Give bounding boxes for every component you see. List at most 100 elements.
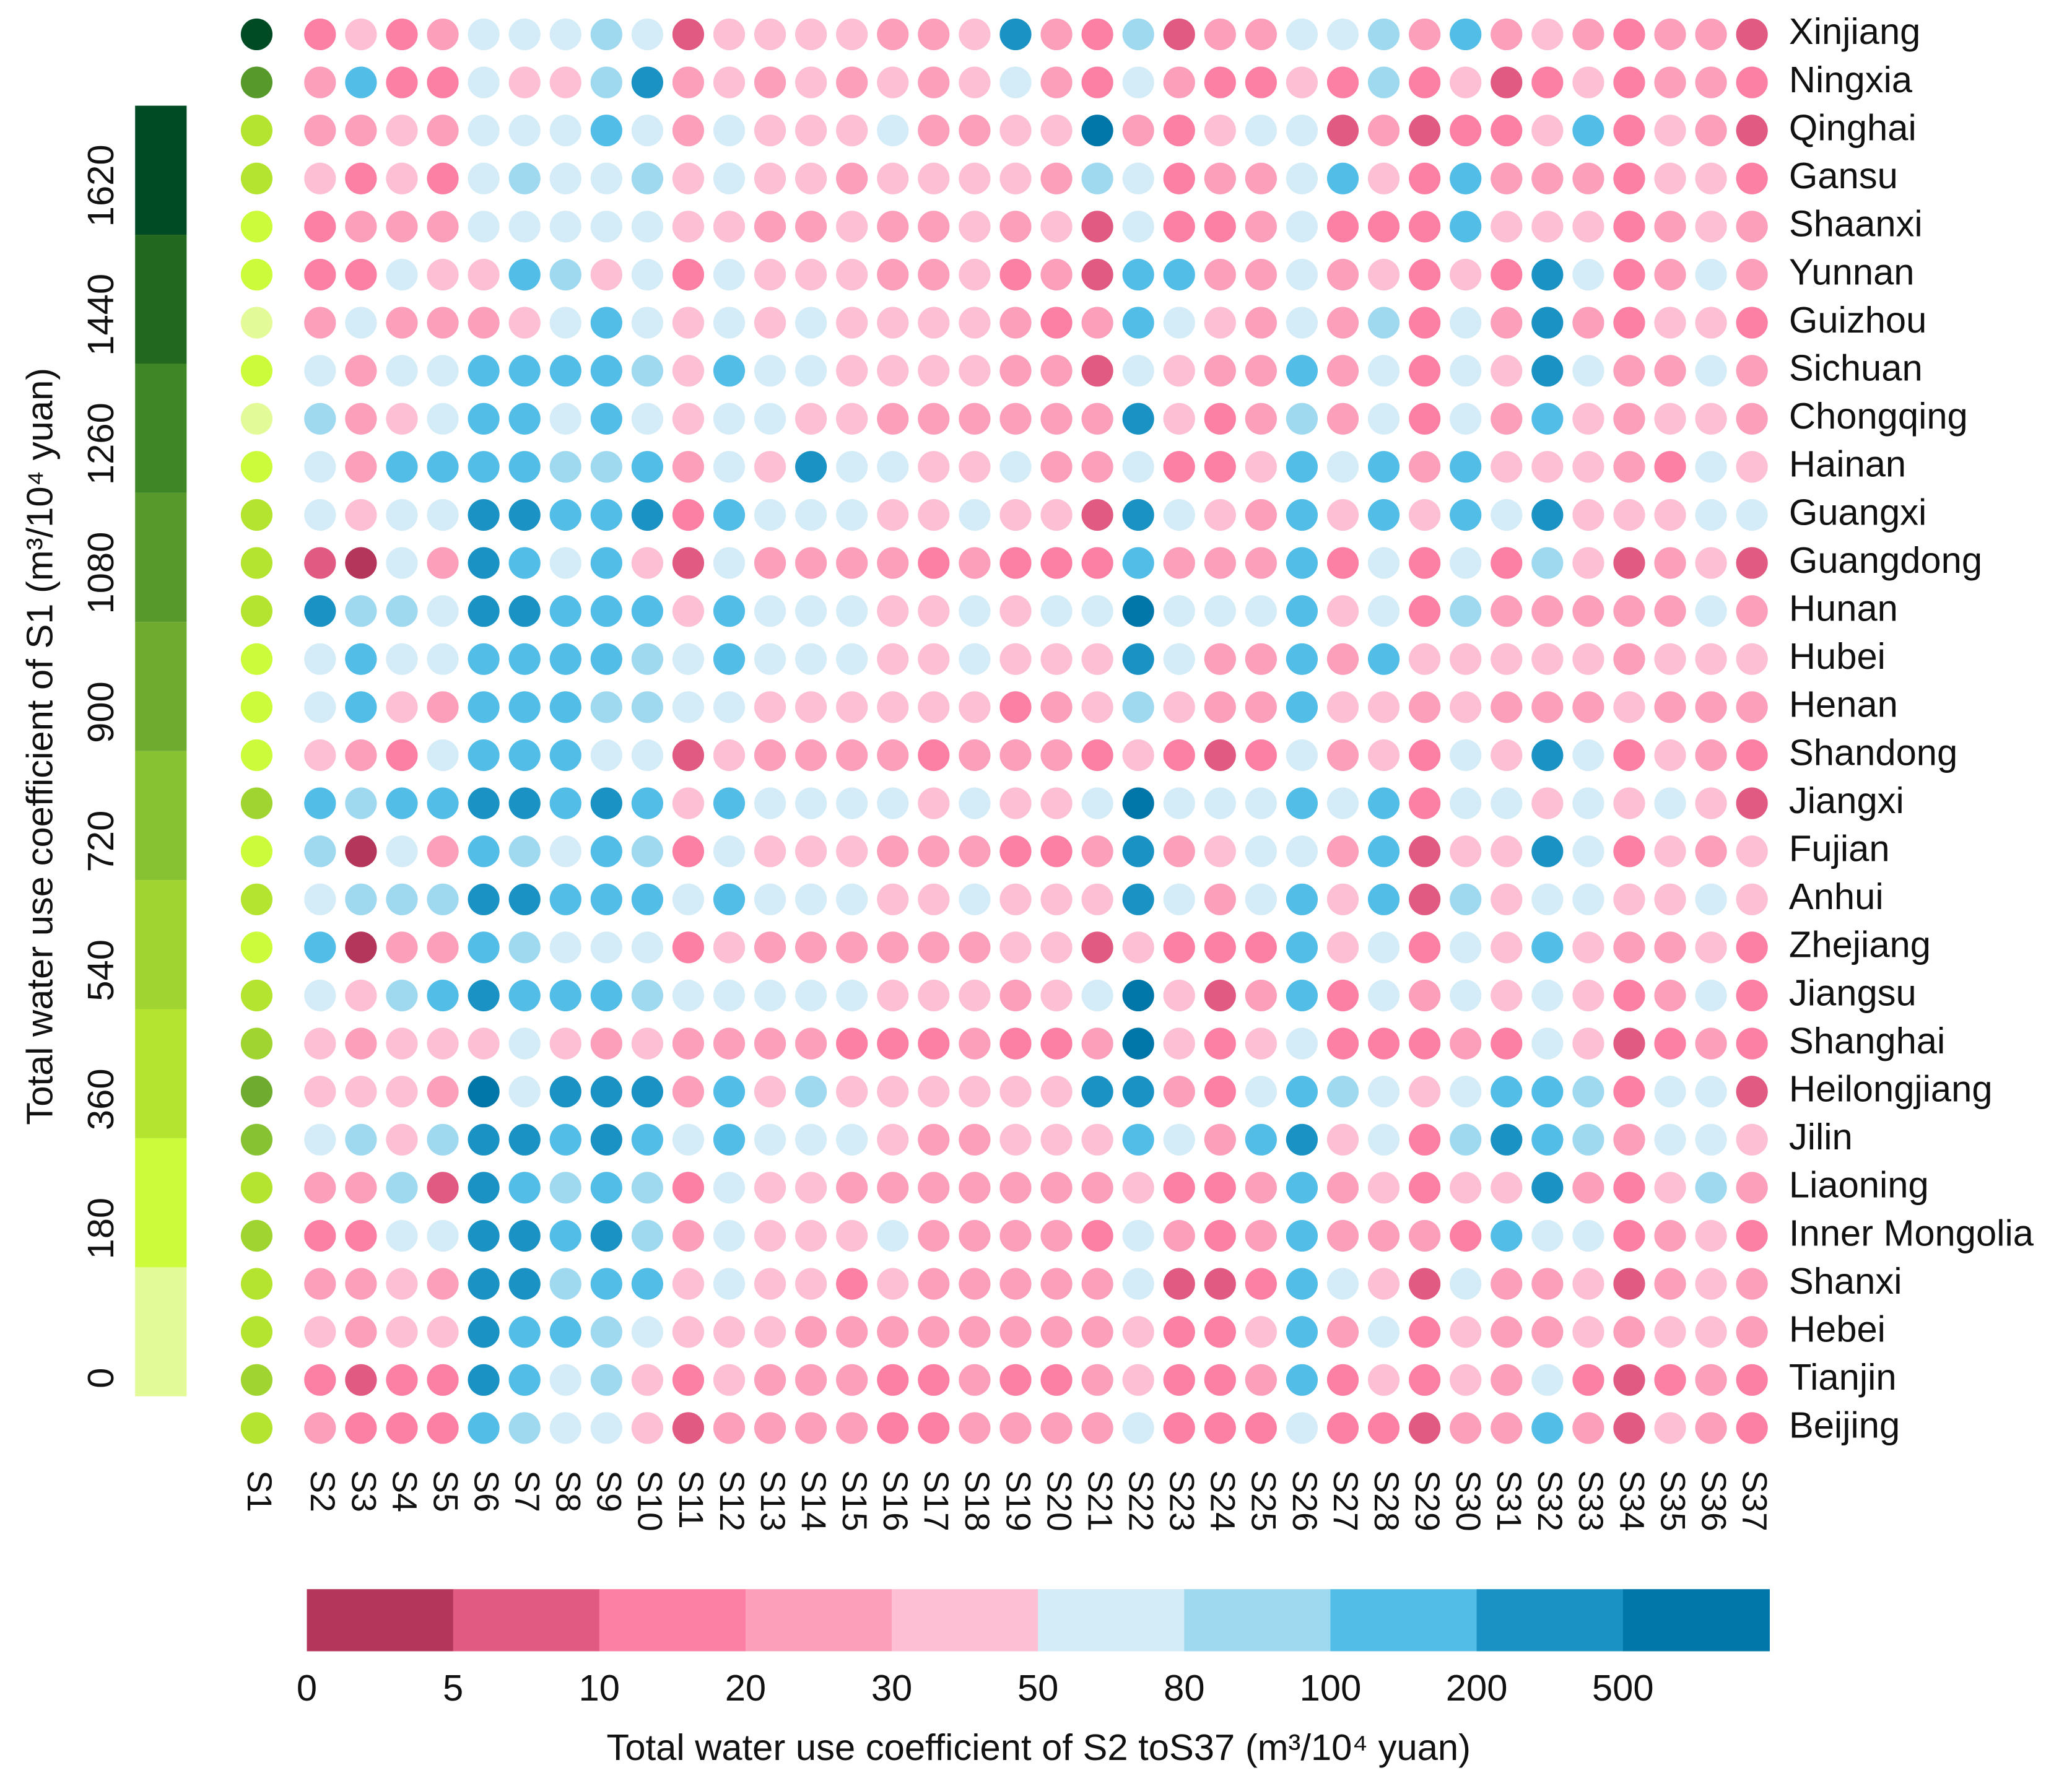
dot — [427, 1364, 459, 1396]
column-label: S14 — [794, 1470, 833, 1531]
dot — [795, 1172, 827, 1204]
dot — [713, 883, 746, 915]
dot — [1081, 18, 1113, 51]
dot — [1326, 1364, 1359, 1396]
dot — [672, 547, 705, 579]
dot — [631, 787, 663, 819]
dot — [1245, 691, 1277, 723]
s1-dot — [240, 307, 273, 339]
dot — [1736, 931, 1768, 964]
dot — [1409, 787, 1441, 819]
dot — [427, 307, 459, 339]
dot — [1163, 162, 1195, 194]
column-label: S34 — [1613, 1470, 1651, 1531]
dot — [1081, 307, 1113, 339]
row-label: Anhui — [1789, 876, 1884, 917]
dot — [1163, 787, 1195, 819]
dot — [1204, 258, 1236, 291]
dot — [1531, 883, 1564, 915]
dot — [1450, 1219, 1482, 1252]
s1-dot — [240, 691, 273, 723]
dot — [427, 643, 459, 675]
dot — [999, 595, 1032, 627]
dot — [386, 547, 418, 579]
dot — [1491, 739, 1523, 772]
column-label: S20 — [1040, 1470, 1078, 1531]
dot — [549, 787, 581, 819]
dot — [386, 1412, 418, 1444]
dot — [1491, 1316, 1523, 1348]
dot — [1695, 595, 1727, 627]
column-label: S30 — [1449, 1470, 1487, 1531]
column-label: S35 — [1653, 1470, 1692, 1531]
dot — [1040, 787, 1073, 819]
dot — [1163, 1027, 1195, 1060]
dot — [1122, 883, 1154, 915]
dot — [1245, 1316, 1277, 1348]
dot — [1122, 1219, 1154, 1252]
dot — [1736, 643, 1768, 675]
dot — [1040, 499, 1073, 531]
dot — [1122, 162, 1154, 194]
dot — [1163, 1076, 1195, 1108]
dot — [549, 931, 581, 964]
dot — [304, 931, 336, 964]
dot — [877, 115, 909, 147]
dot — [795, 1123, 827, 1156]
dot — [1286, 1027, 1318, 1060]
dot — [1040, 1268, 1073, 1300]
dot — [1081, 547, 1113, 579]
dot — [1736, 1027, 1768, 1060]
dot — [345, 691, 377, 723]
dot — [1122, 1076, 1154, 1108]
dot — [1245, 403, 1277, 435]
column-label: S10 — [631, 1470, 669, 1531]
dot — [427, 1172, 459, 1204]
dot — [549, 883, 581, 915]
dot — [1367, 499, 1400, 531]
dot — [427, 1219, 459, 1252]
dot — [1204, 355, 1236, 387]
dot — [1204, 403, 1236, 435]
dot — [1695, 499, 1727, 531]
dot — [508, 403, 541, 435]
dot — [795, 595, 827, 627]
dot — [836, 883, 868, 915]
dot — [795, 18, 827, 51]
dot — [1572, 1364, 1604, 1396]
s1-scale-box — [135, 880, 187, 1009]
dot — [1367, 835, 1400, 868]
dot — [877, 18, 909, 51]
s1-dot — [240, 211, 273, 243]
dot — [1491, 835, 1523, 868]
dot — [1204, 979, 1236, 1012]
dot — [1736, 499, 1768, 531]
dot — [672, 499, 705, 531]
dot — [1367, 1123, 1400, 1156]
scale-tick-label: 200 — [1446, 1667, 1508, 1709]
dot — [1613, 258, 1645, 291]
dot — [1450, 547, 1482, 579]
s1-dot — [240, 1076, 273, 1108]
dot — [427, 66, 459, 98]
dot — [1286, 403, 1318, 435]
dot — [1367, 451, 1400, 483]
dot — [1531, 931, 1564, 964]
dot — [1081, 1076, 1113, 1108]
column-label: S28 — [1367, 1470, 1406, 1531]
dot — [1736, 451, 1768, 483]
dot — [345, 931, 377, 964]
dot — [1531, 403, 1564, 435]
dot — [1613, 1219, 1645, 1252]
dot — [999, 1172, 1032, 1204]
s1-dot — [240, 931, 273, 964]
dot — [1572, 1027, 1604, 1060]
dot — [1163, 115, 1195, 147]
s1-scale-box — [135, 751, 187, 881]
dot — [754, 1412, 786, 1444]
dot — [1081, 883, 1113, 915]
column-label: S9 — [590, 1470, 629, 1512]
dot — [1572, 1268, 1604, 1300]
dot — [836, 1172, 868, 1204]
dot — [1654, 835, 1686, 868]
